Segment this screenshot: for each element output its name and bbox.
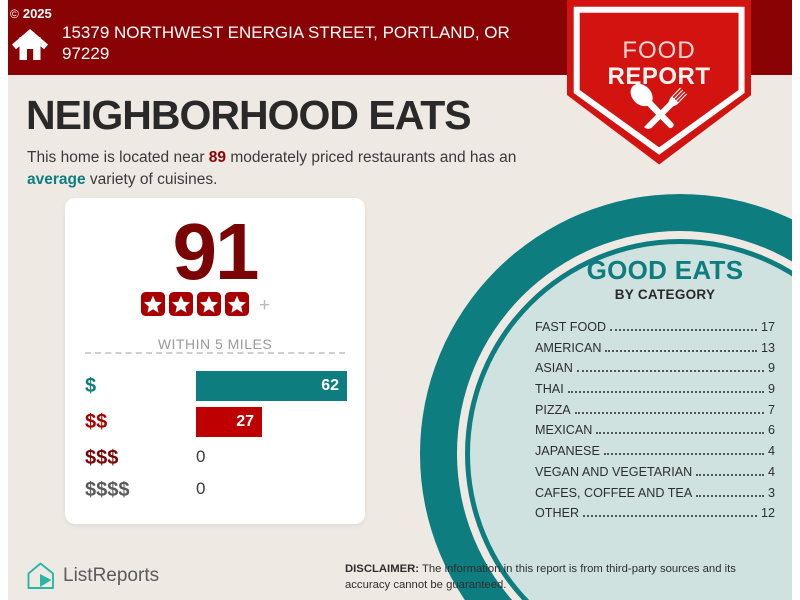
svg-text:+: +	[259, 295, 270, 316]
svg-text:REPORT: REPORT	[607, 63, 710, 90]
svg-text:FOOD: FOOD	[622, 37, 695, 64]
